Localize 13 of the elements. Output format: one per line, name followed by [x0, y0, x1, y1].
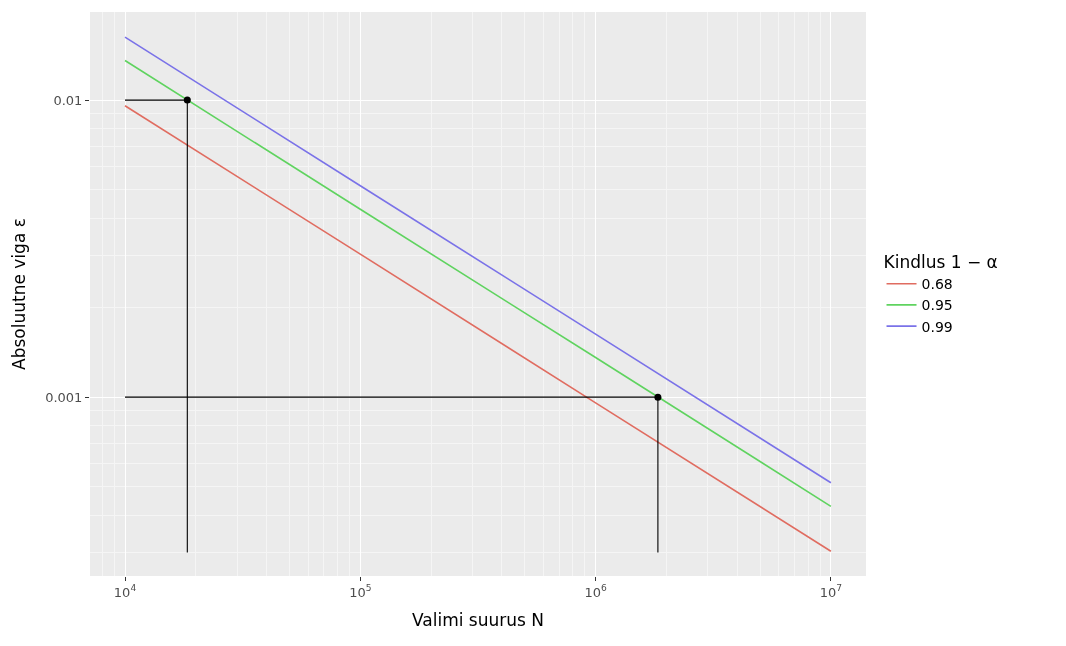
x-axis-title: Valimi suurus N: [411, 610, 545, 630]
y-tick-label: 0.001: [45, 389, 83, 405]
legend-title: Kindlus 1 − α: [883, 252, 998, 273]
line-series: [124, 104, 832, 552]
y-tick-label: 0.01: [53, 92, 83, 108]
x-tick-label: 10$^{4}$: [113, 583, 137, 600]
legend-label: 0.68: [921, 276, 953, 293]
x-tick-label: 10$^{6}$: [584, 583, 607, 600]
legend-label: 0.95: [921, 297, 953, 314]
legend-label: 0.99: [921, 318, 953, 335]
y-axis-title: Absoluutne viga ε: [8, 218, 29, 370]
x-tick-label: 10$^{5}$: [349, 583, 372, 600]
x-tick-label: 10$^{7}$: [819, 583, 843, 600]
